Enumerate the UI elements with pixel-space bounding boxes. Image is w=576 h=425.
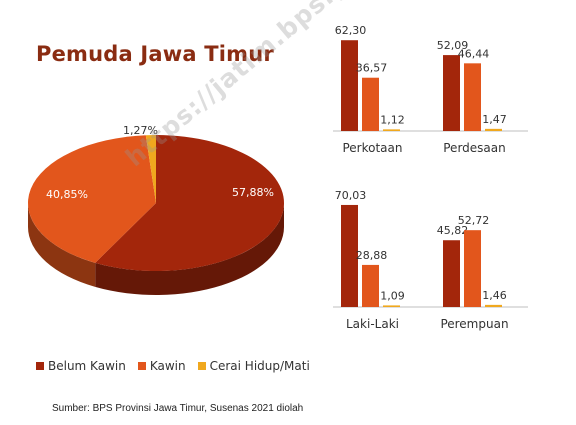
bar-label-1-0-2: 1,09 [380,289,405,302]
legend-label-cerai: Cerai Hidup/Mati [209,359,310,373]
bar-1-1-2 [485,304,502,307]
bar-label-0-1-0: 52,09 [437,39,469,52]
bar-label-0-0-1: 36,57 [356,62,388,75]
bar-category-0-1: Perdesaan [443,141,505,155]
source-note: Sumber: BPS Provinsi Jawa Timur, Susenas… [52,403,304,414]
bar-0-0-2 [383,129,400,131]
bar-label-1-0-0: 70,03 [335,189,367,202]
bar-category-1-0: Laki-Laki [346,317,399,331]
bar-category-0-0: Perkotaan [342,141,402,155]
bar-label-0-0-2: 1,12 [380,113,405,126]
bar-0-1-0 [443,55,460,131]
bar-0-1-2 [485,128,502,131]
bar-1-0-1 [362,264,379,307]
legend-swatch-cerai [197,362,206,370]
legend: Belum Kawin Kawin Cerai Hidup/Mati [36,359,310,373]
bar-category-1-1: Perempuan [440,317,508,331]
bar-label-1-0-1: 28,88 [356,249,388,262]
bar-0-0-0 [341,40,358,131]
chart-title: Pemuda Jawa Timur [36,42,274,66]
bar-label-1-1-0: 45,82 [437,224,469,237]
bar-0-1-1 [464,63,481,131]
legend-swatch-kawin [137,362,146,370]
bar-label-0-1-1: 46,44 [458,47,490,60]
bar-label-1-1-1: 52,72 [458,214,490,227]
pie-side-1 [28,203,96,287]
pie-label-1: 40,85% [46,188,88,201]
legend-item-kawin: Kawin [137,359,186,373]
pie-label-0: 57,88% [232,186,274,199]
pie-slice-cerai-hidup-mati [145,135,156,203]
legend-item-cerai: Cerai Hidup/Mati [197,359,310,373]
bar-label-0-1-2: 1,47 [482,113,507,126]
bar-1-1-1 [464,230,481,307]
pie-slice-belum-kawin [95,135,284,271]
legend-label-belum-kawin: Belum Kawin [48,359,126,373]
bar-label-0-0-0: 62,30 [335,24,367,37]
legend-item-belum-kawin: Belum Kawin [36,359,126,373]
legend-label-kawin: Kawin [149,359,186,373]
pie-side-0 [95,203,284,296]
pie-label-2: 1,27% [123,124,158,137]
bar-1-0-0 [341,204,358,307]
bar-1-0-2 [383,305,400,307]
pie-slice-kawin [27,135,156,263]
legend-swatch-belum-kawin [36,362,44,370]
bar-0-0-1 [362,77,379,131]
bar-label-1-1-2: 1,46 [482,289,507,302]
bar-1-1-0 [443,240,460,307]
